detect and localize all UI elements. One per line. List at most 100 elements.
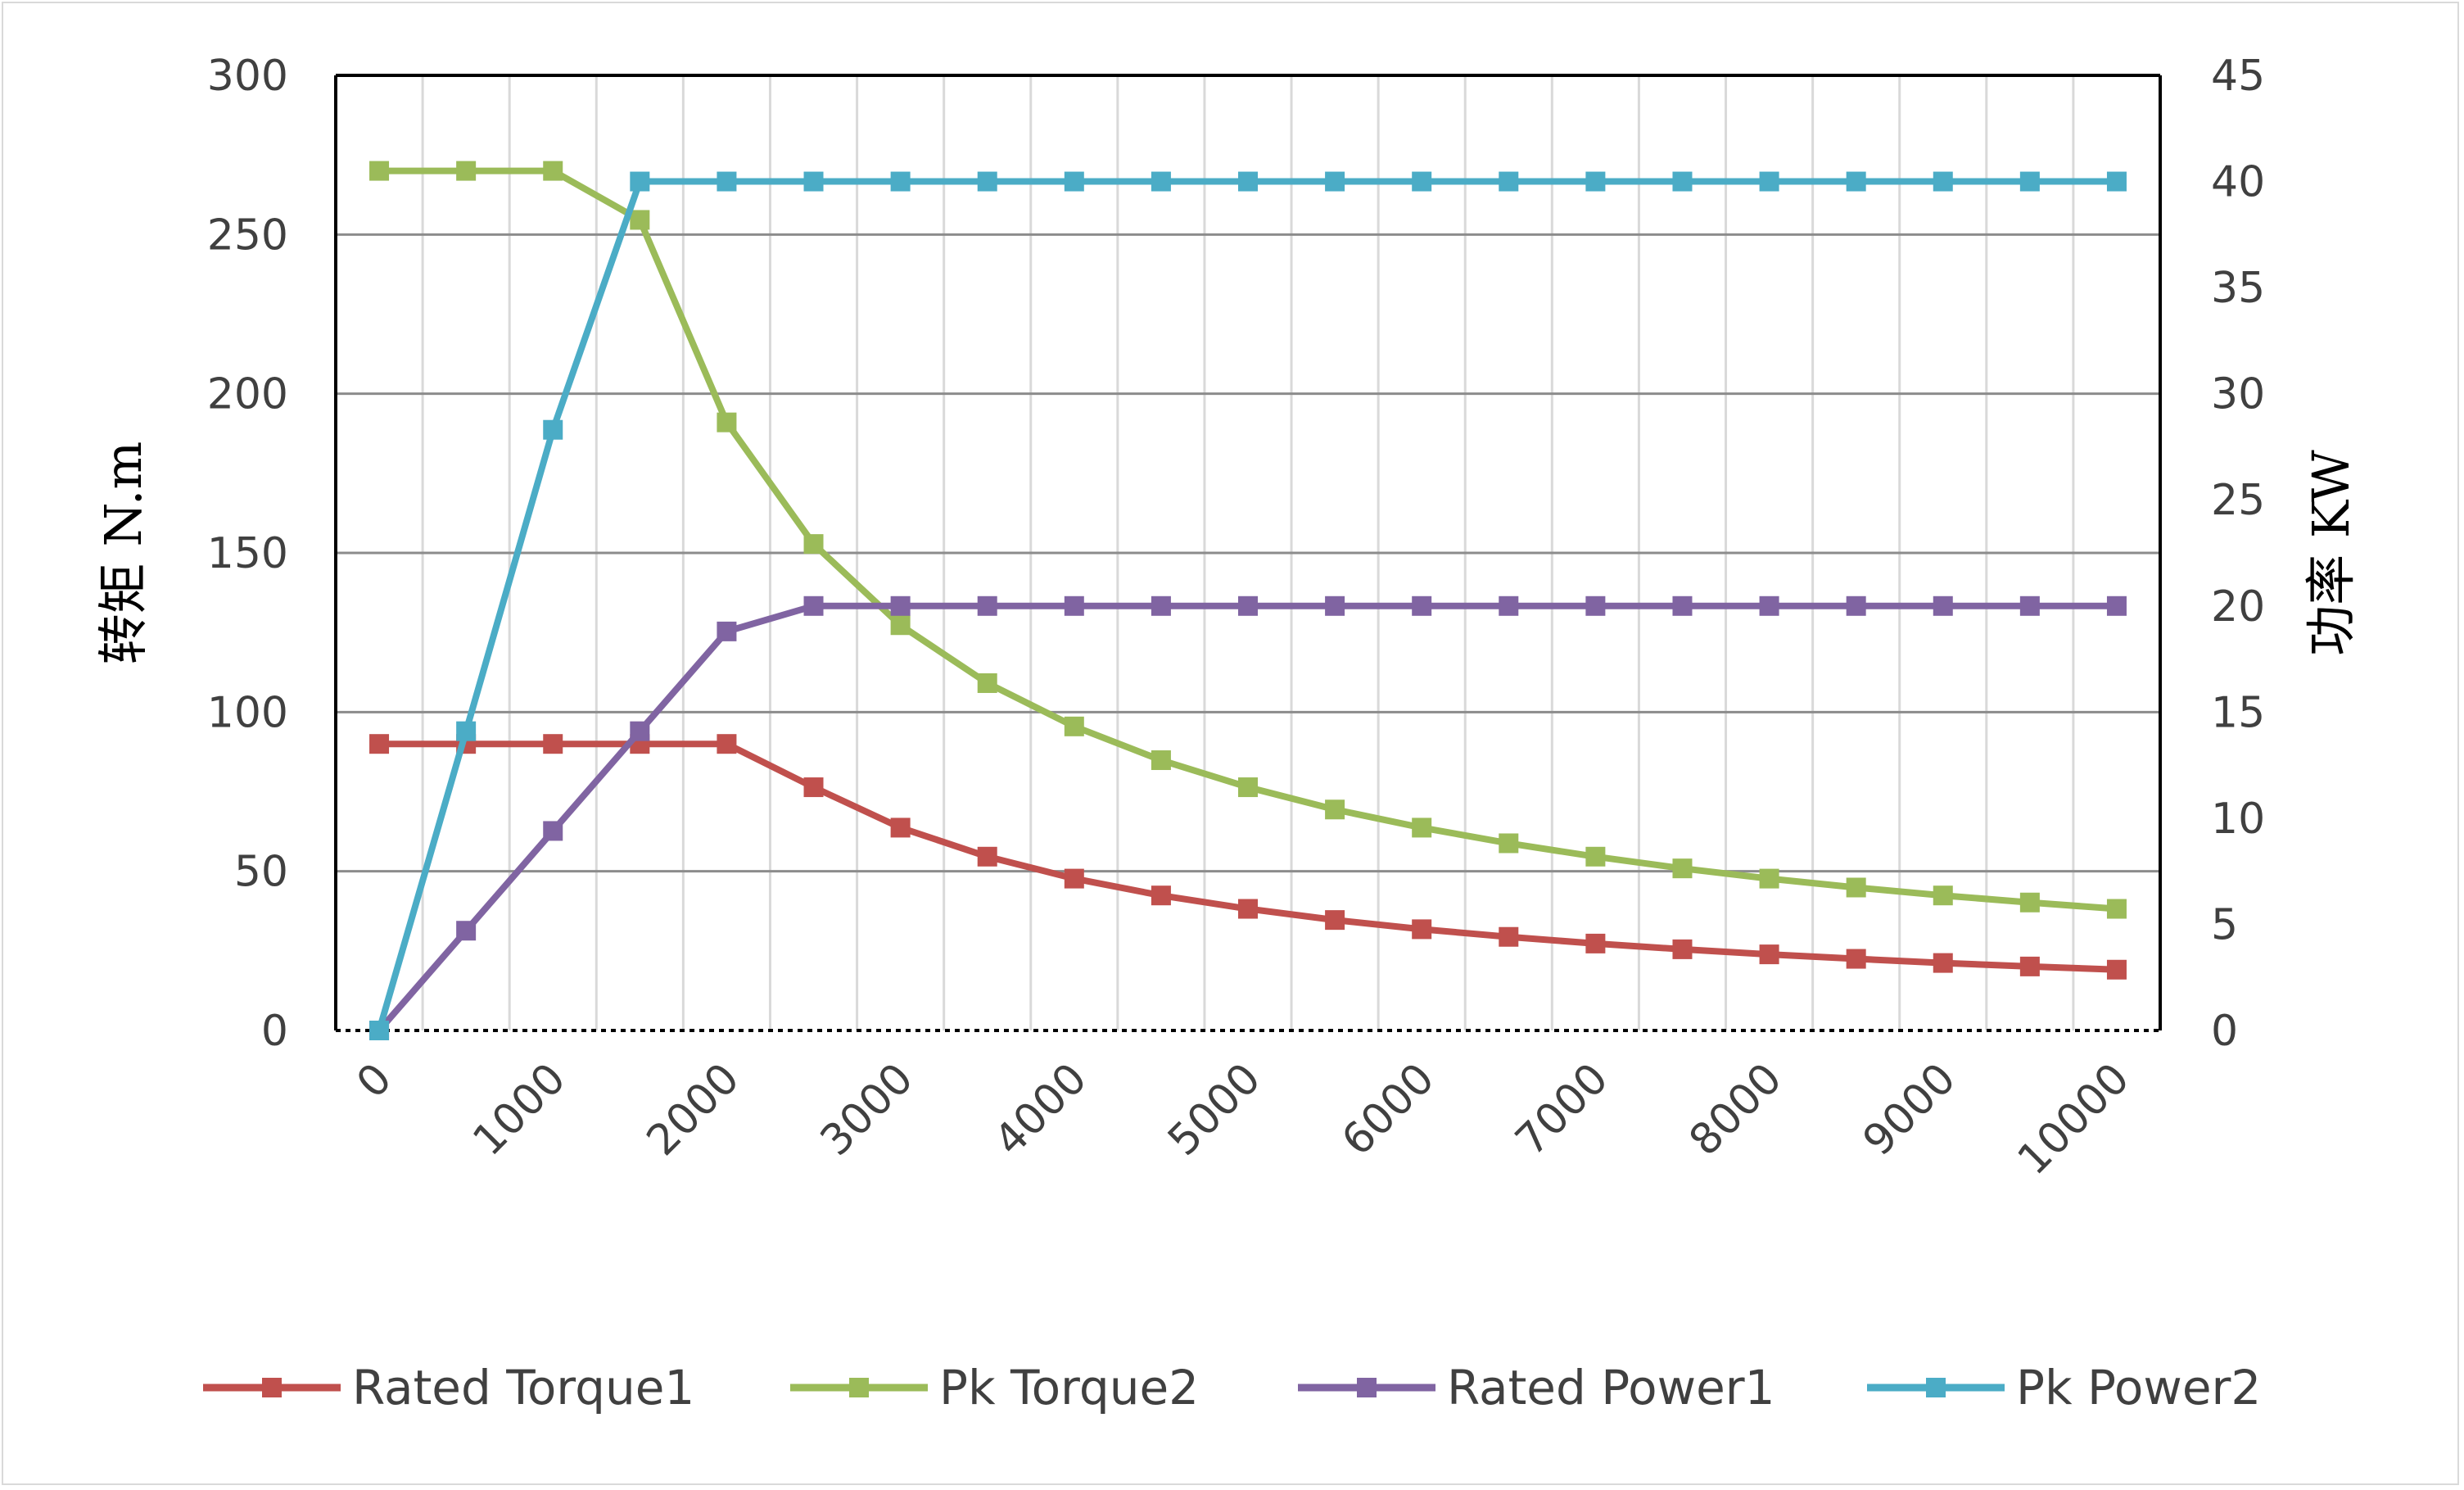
y-left-tick-label: 100 [207, 688, 288, 737]
data-point-pk-torque2 [543, 161, 563, 181]
y-right-tick-label: 45 [2211, 52, 2265, 101]
data-point-rated-torque1 [1499, 926, 1519, 947]
data-point-pk-power2 [890, 171, 911, 192]
y-axis-right-label: 功率 KW [2301, 450, 2361, 656]
data-point-pk-torque2 [1499, 833, 1519, 854]
data-point-rated-power1 [1672, 596, 1693, 616]
data-point-pk-torque2 [1151, 750, 1171, 771]
data-point-pk-power2 [1064, 171, 1084, 192]
data-point-pk-power2 [369, 1021, 390, 1040]
data-point-pk-torque2 [2106, 899, 2127, 919]
data-point-pk-torque2 [369, 161, 390, 181]
data-point-rated-torque1 [543, 734, 563, 754]
y-left-tick-label: 300 [207, 52, 288, 101]
legend: Rated Torque1 Pk Torque2 Rated Power1 Pk Po… [203, 1360, 2261, 1415]
data-point-rated-power1 [2106, 596, 2127, 616]
data-point-rated-power1 [1238, 596, 1258, 616]
data-point-pk-torque2 [977, 673, 997, 693]
data-point-pk-torque2 [1238, 777, 1258, 798]
legend-marker-rated-torque1 [262, 1378, 282, 1397]
data-point-rated-power1 [456, 921, 477, 941]
y-right-tick-label: 30 [2211, 370, 2265, 419]
data-point-rated-power1 [1325, 596, 1345, 616]
data-point-rated-power1 [1151, 596, 1171, 616]
data-point-rated-torque1 [977, 846, 997, 867]
data-point-pk-torque2 [1325, 799, 1345, 820]
data-point-rated-torque1 [1412, 919, 1432, 940]
x-tick-label: 7000 [1507, 1054, 1618, 1166]
data-point-pk-torque2 [717, 412, 737, 433]
data-point-pk-power2 [1412, 171, 1432, 192]
data-point-rated-power1 [803, 596, 824, 616]
data-point-rated-torque1 [2019, 956, 2040, 976]
x-tick-label: 2000 [638, 1054, 749, 1166]
y-right-tick-label: 25 [2211, 476, 2265, 525]
data-point-pk-power2 [1499, 171, 1519, 192]
data-point-rated-torque1 [717, 734, 737, 754]
x-tick-label: 10000 [2009, 1054, 2139, 1184]
data-point-pk-power2 [1151, 171, 1171, 192]
data-point-rated-power1 [890, 596, 911, 616]
data-point-rated-torque1 [1846, 949, 1866, 969]
data-point-rated-torque1 [1325, 910, 1345, 931]
grid [336, 75, 2160, 1030]
data-point-rated-torque1 [1585, 933, 1606, 953]
y-right-tick-label: 35 [2211, 264, 2265, 313]
legend-label-rated-power1: Rated Power1 [1447, 1360, 1775, 1415]
data-point-pk-power2 [2106, 171, 2127, 192]
x-tick-label: 3000 [812, 1054, 923, 1166]
x-tick-label: 9000 [1854, 1054, 1965, 1166]
data-point-pk-torque2 [1933, 885, 1953, 906]
x-tick-label: 5000 [1159, 1054, 1270, 1166]
data-point-pk-torque2 [890, 615, 911, 636]
data-point-pk-torque2 [1672, 858, 1693, 879]
y-right-tick-label: 20 [2211, 582, 2265, 632]
y-left-tick-label: 0 [261, 1007, 288, 1056]
series-line-pk-torque2 [379, 167, 2118, 913]
legend-marker-pk-torque2 [849, 1378, 869, 1397]
y-left-tick-label: 200 [207, 370, 288, 419]
legend-label-pk-power2: Pk Power2 [2016, 1360, 2261, 1415]
data-point-pk-power2 [977, 171, 997, 192]
data-point-rated-torque1 [890, 817, 911, 838]
data-point-pk-power2 [2019, 171, 2040, 192]
data-point-rated-torque1 [1933, 953, 1953, 973]
y-right-tick-label: 40 [2211, 158, 2265, 207]
data-point-pk-power2 [1325, 171, 1345, 192]
data-point-rated-torque1 [2106, 959, 2127, 980]
data-point-rated-power1 [543, 821, 563, 841]
y-right-tick-label: 15 [2211, 688, 2265, 737]
legend-label-rated-torque1: Rated Torque1 [352, 1360, 694, 1415]
x-tick-label: 1000 [463, 1054, 575, 1166]
data-point-rated-power1 [1846, 596, 1866, 616]
data-point-rated-power1 [1412, 596, 1432, 616]
legend-marker-pk-power2 [1926, 1378, 1946, 1397]
data-point-rated-power1 [1499, 596, 1519, 616]
data-point-pk-power2 [1846, 171, 1866, 192]
data-point-pk-power2 [1759, 171, 1779, 192]
x-tick-label: 0 [347, 1054, 401, 1108]
data-point-rated-power1 [1585, 596, 1606, 616]
data-point-pk-power2 [630, 171, 650, 192]
data-point-pk-power2 [1585, 171, 1606, 192]
data-point-rated-power1 [1933, 596, 1953, 616]
y-right-tick-label: 5 [2211, 900, 2238, 949]
data-point-rated-power1 [2019, 596, 2040, 616]
data-point-rated-torque1 [369, 734, 390, 754]
y-right-tick-label: 10 [2211, 795, 2265, 844]
x-tick-label: 8000 [1680, 1054, 1792, 1166]
data-point-pk-power2 [717, 171, 737, 192]
data-point-pk-torque2 [803, 534, 824, 555]
data-point-pk-torque2 [1412, 817, 1432, 838]
data-point-pk-torque2 [456, 161, 477, 181]
data-point-pk-power2 [456, 721, 477, 741]
data-point-pk-power2 [543, 419, 563, 440]
data-point-pk-power2 [1672, 171, 1693, 192]
data-point-pk-torque2 [630, 210, 650, 230]
data-point-rated-torque1 [803, 777, 824, 798]
data-point-rated-power1 [630, 721, 650, 741]
data-point-pk-power2 [803, 171, 824, 192]
